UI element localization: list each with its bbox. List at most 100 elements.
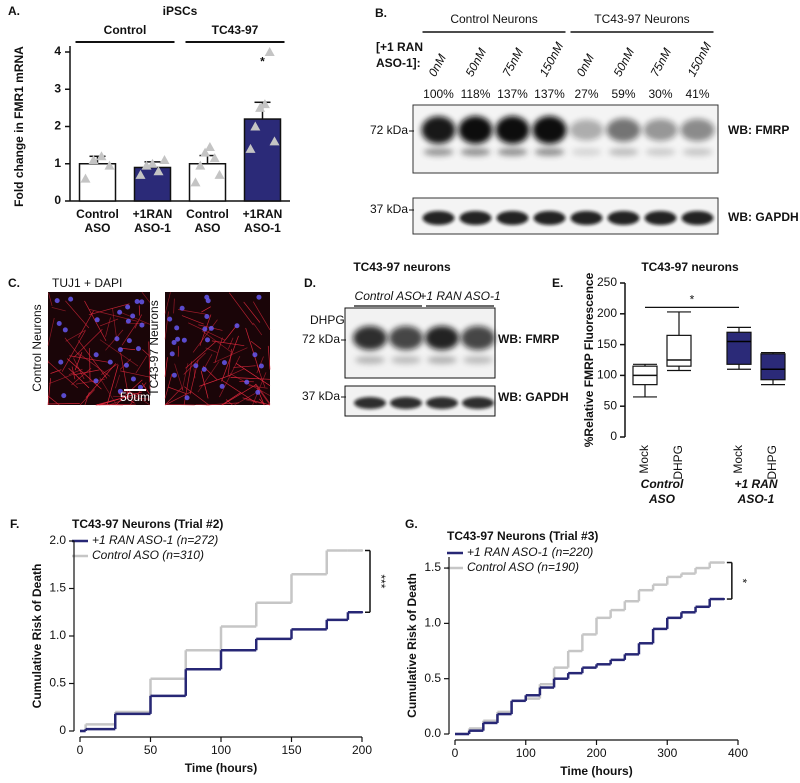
neurite (227, 348, 233, 377)
nucleus (94, 317, 100, 323)
band (354, 397, 386, 409)
neurite (256, 364, 266, 388)
band (389, 326, 423, 350)
nucleus (123, 362, 129, 368)
chart-title: TC43-97 neurons (641, 260, 739, 274)
data-point (214, 169, 225, 179)
band (680, 118, 715, 142)
chart-title: TC43-97 Neurons (Trial #2) (72, 517, 223, 531)
nucleus (58, 359, 64, 365)
nucleus (208, 325, 214, 331)
panel-label: G. (405, 517, 418, 531)
neurite (228, 337, 234, 349)
data-point (204, 141, 215, 151)
quantification: 137% (534, 87, 565, 101)
y-tick-label: 0 (59, 723, 66, 737)
neurite (47, 378, 51, 406)
neurite (142, 349, 151, 357)
data-point (147, 158, 158, 168)
neurite (252, 322, 263, 336)
neurite (141, 291, 151, 303)
chart-title: TC43-97 Neurons (Trial #3) (447, 529, 598, 543)
neurite (71, 367, 92, 386)
x-axis-label: Time (hours) (185, 761, 257, 775)
neurite (47, 317, 55, 346)
x-tick-label: Mock (637, 444, 651, 474)
marker-label: 72 kDa (370, 123, 408, 137)
data-point (96, 151, 107, 161)
neurite (235, 363, 271, 386)
neurite (78, 352, 110, 377)
neurite (184, 386, 210, 406)
nucleus (117, 388, 123, 394)
neurite (89, 348, 91, 381)
y-tick-label: 0.5 (424, 671, 441, 685)
treatment-label: DHPG (310, 313, 345, 327)
panel-label: C. (8, 276, 20, 290)
neurite (73, 328, 103, 358)
nucleus (117, 347, 123, 353)
group-label: +1 RAN (734, 477, 777, 491)
data-point (104, 160, 115, 170)
micrograph (48, 292, 150, 405)
neurite (118, 393, 135, 404)
neurite (245, 327, 260, 373)
y-axis-label: Cumulative Risk of Death (405, 573, 419, 718)
quantification: 100% (423, 87, 454, 101)
marker-label: 37 kDa (370, 202, 408, 216)
nucleus (255, 389, 261, 395)
neurite (47, 360, 50, 364)
nucleus (117, 309, 123, 315)
x-tick-label: +1RAN (243, 207, 283, 221)
nucleus (234, 323, 240, 329)
neurite (222, 384, 257, 406)
data-point (200, 147, 211, 157)
step-end (360, 549, 364, 552)
y-tick-label: 1.5 (49, 581, 66, 595)
neurite (255, 383, 271, 404)
panel-label: E. (552, 276, 563, 290)
nucleus (171, 372, 177, 378)
x-tick-label: ASO-1 (134, 221, 171, 235)
neurite (96, 395, 133, 406)
quantification: 30% (648, 87, 672, 101)
data-point (269, 136, 280, 146)
band (569, 119, 604, 141)
band (682, 148, 713, 156)
band (421, 116, 456, 144)
neurite (164, 391, 192, 406)
quantification: 118% (461, 87, 491, 101)
group-label: Control (641, 477, 684, 491)
nucleus (54, 298, 60, 304)
neurite (75, 378, 105, 385)
group-label: Control ASO (355, 289, 422, 303)
y-tick-label: 0 (610, 429, 617, 443)
y-tick-label: 4 (54, 44, 61, 58)
chart-title: TC43-97 neurons (353, 260, 451, 274)
nucleus (193, 363, 199, 369)
band (608, 148, 639, 156)
neurite (49, 373, 74, 384)
significance: * (260, 54, 265, 68)
stain-label: TUJ1 + DAPI (52, 276, 122, 290)
nucleus (221, 360, 227, 366)
band (570, 211, 603, 225)
lane-label: 75nM (500, 46, 526, 79)
x-tick-label: 0 (77, 743, 84, 757)
neurite (233, 365, 256, 368)
neurite (164, 374, 173, 399)
band (353, 326, 387, 350)
neurite (134, 314, 142, 329)
x-tick-label: ASO-1 (244, 221, 281, 235)
image-label: Control Neurons (30, 304, 44, 391)
band (645, 148, 676, 156)
panel-label: B. (375, 6, 387, 20)
y-tick-label: 1 (54, 156, 61, 170)
chart-title: iPSCs (163, 4, 198, 18)
nucleus (169, 351, 175, 357)
blot-label: WB: GAPDH (498, 390, 569, 404)
neurite (225, 399, 233, 406)
x-tick-label: ASO (194, 221, 220, 235)
nucleus (137, 384, 143, 390)
lane-label: 0nM (426, 52, 449, 79)
